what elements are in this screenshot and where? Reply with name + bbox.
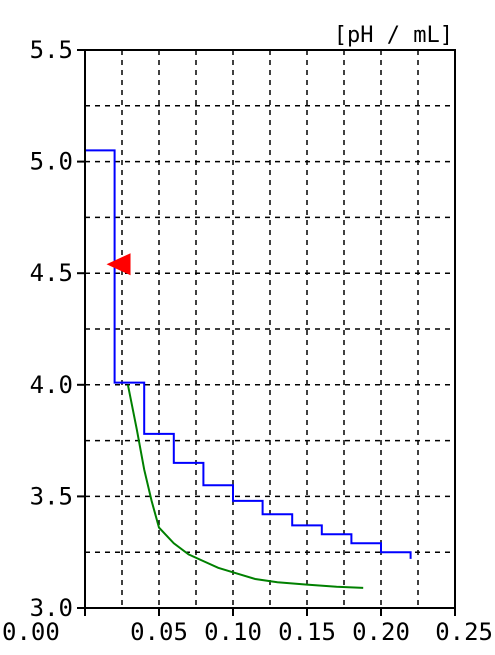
y-tick-label: 4.0 (30, 371, 73, 399)
y-tick-label: 3.0 (30, 594, 73, 622)
red-triangle-marker (106, 253, 131, 276)
x-tick-label: 0.15 (278, 618, 336, 646)
unit-label: [pH / mL] (334, 23, 453, 48)
marker-group (106, 253, 131, 276)
y-tick-label: 3.5 (30, 482, 73, 510)
ticks: 3.0 3.5 4.0 4.5 5.0 5.5 0.00 0.05 0.10 0.15 0.20 0.… (2, 36, 493, 646)
x-tick-label: 0.10 (204, 618, 262, 646)
y-tick-label: 5.5 (30, 36, 73, 64)
series-blue-step-line (85, 149, 412, 559)
x-tick-label: 0.00 (2, 618, 60, 646)
x-tick-label: 0.20 (352, 618, 410, 646)
y-tick-label: 5.0 (30, 148, 73, 176)
x-tick-label: 0.25 (435, 618, 493, 646)
plot-frame (84, 49, 456, 609)
series-green-line (126, 384, 364, 589)
series-group (85, 149, 412, 589)
y-tick-label: 4.5 (30, 259, 73, 287)
x-tick-label: 0.05 (130, 618, 188, 646)
grid-lines (85, 50, 455, 608)
